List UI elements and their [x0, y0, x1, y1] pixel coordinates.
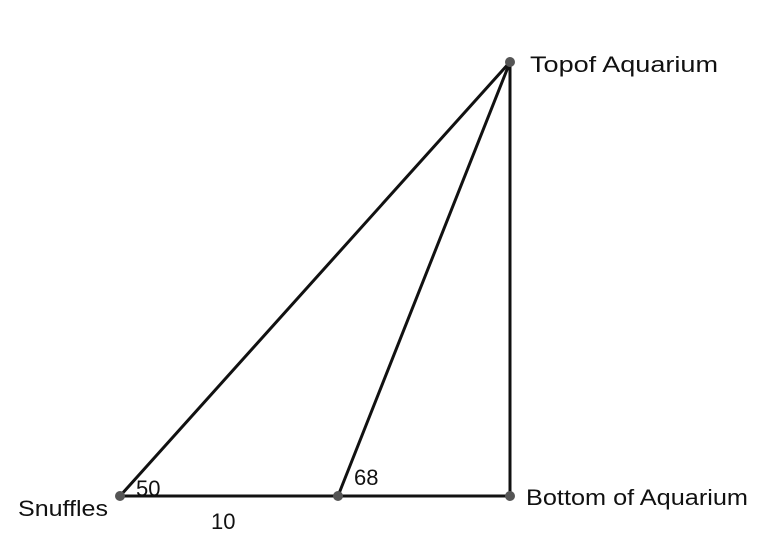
label-top-of-aquarium: Topof Aquarium	[530, 52, 718, 77]
point-middle[interactable]	[333, 491, 343, 501]
segment-snuffles-top	[118, 60, 512, 498]
angle-label-middle: 68	[354, 465, 378, 490]
angle-label-snuffles: 50	[136, 476, 160, 501]
point-snuffles[interactable]	[115, 491, 125, 501]
point-bottom[interactable]	[505, 491, 515, 501]
segment-middle-top	[336, 61, 512, 497]
point-top[interactable]	[505, 57, 515, 67]
label-bottom-of-aquarium: Bottom of Aquarium	[526, 485, 748, 510]
label-snuffles: Snuffles	[18, 496, 108, 521]
segment-length-label: 10	[211, 509, 235, 534]
